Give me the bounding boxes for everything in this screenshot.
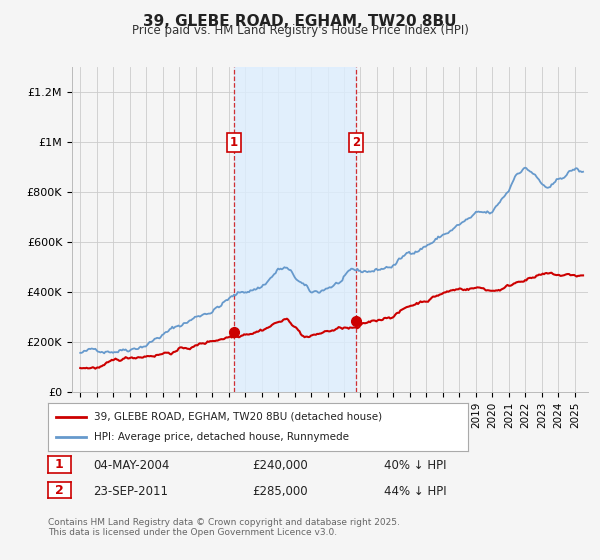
Text: 39, GLEBE ROAD, EGHAM, TW20 8BU: 39, GLEBE ROAD, EGHAM, TW20 8BU xyxy=(143,14,457,29)
Text: Price paid vs. HM Land Registry's House Price Index (HPI): Price paid vs. HM Land Registry's House … xyxy=(131,24,469,37)
Text: 1: 1 xyxy=(230,136,238,148)
Text: £285,000: £285,000 xyxy=(252,484,308,498)
Text: 23-SEP-2011: 23-SEP-2011 xyxy=(93,484,168,498)
Text: Contains HM Land Registry data © Crown copyright and database right 2025.
This d: Contains HM Land Registry data © Crown c… xyxy=(48,518,400,538)
Text: 2: 2 xyxy=(55,483,64,497)
Text: 2: 2 xyxy=(352,136,360,148)
Text: HPI: Average price, detached house, Runnymede: HPI: Average price, detached house, Runn… xyxy=(94,432,349,442)
Text: 04-MAY-2004: 04-MAY-2004 xyxy=(93,459,169,473)
Bar xyxy=(234,67,356,392)
Text: 40% ↓ HPI: 40% ↓ HPI xyxy=(384,459,446,473)
Text: £240,000: £240,000 xyxy=(252,459,308,473)
Text: 39, GLEBE ROAD, EGHAM, TW20 8BU (detached house): 39, GLEBE ROAD, EGHAM, TW20 8BU (detache… xyxy=(94,412,382,422)
Text: 44% ↓ HPI: 44% ↓ HPI xyxy=(384,484,446,498)
Text: 1: 1 xyxy=(55,458,64,472)
